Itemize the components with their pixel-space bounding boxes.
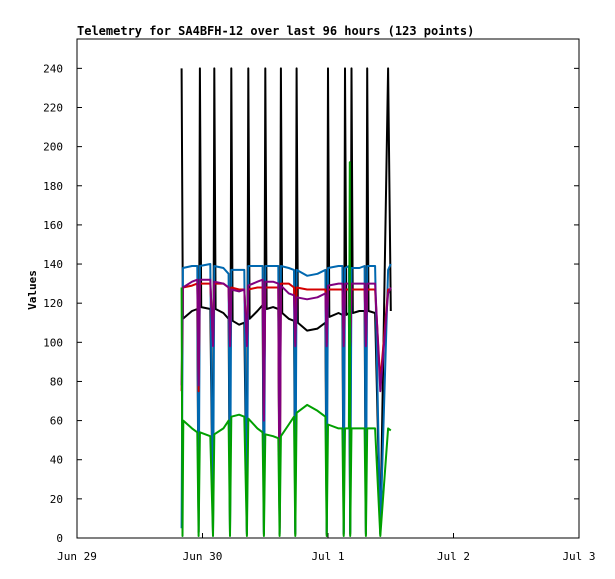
x-tick-label: Jun 30	[183, 550, 223, 563]
series-line-2	[180, 263, 392, 534]
chart-title: Telemetry for SA4BFH-12 over last 96 hou…	[77, 24, 474, 38]
y-tick-label: 160	[43, 219, 63, 232]
series-line-5	[180, 161, 392, 537]
y-tick-label: 60	[50, 415, 63, 428]
x-tick-label: Jul 1	[311, 550, 344, 563]
y-axis: 0 20 40 60 80 100 120 140 160 180 200 220 240	[43, 62, 579, 545]
y-tick-label: 40	[50, 454, 63, 467]
y-tick-label: 80	[50, 375, 63, 388]
series-line-4	[180, 278, 392, 524]
y-tick-label: 120	[43, 297, 63, 310]
y-tick-label: 20	[50, 493, 63, 506]
x-axis: Jun 29 Jun 30 Jul 1 Jul 2 Jul 3	[57, 533, 596, 563]
x-tick-label: Jul 3	[562, 550, 595, 563]
x-tick-label: Jul 2	[437, 550, 470, 563]
series-line-1	[180, 67, 392, 536]
y-tick-label: 0	[56, 532, 63, 545]
y-axis-label: Values	[26, 270, 39, 310]
y-tick-label: 220	[43, 101, 63, 114]
y-tick-label: 180	[43, 180, 63, 193]
y-tick-label: 200	[43, 141, 63, 154]
x-tick-label: Jun 29	[57, 550, 97, 563]
series-layer	[180, 67, 392, 537]
y-tick-label: 140	[43, 258, 63, 271]
y-tick-label: 100	[43, 336, 63, 349]
y-tick-label: 240	[43, 62, 63, 75]
